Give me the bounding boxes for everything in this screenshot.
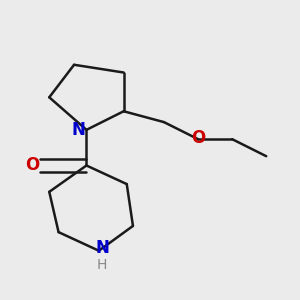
Text: N: N [95,238,109,256]
Text: N: N [72,121,86,139]
Text: O: O [25,157,39,175]
Text: O: O [191,129,205,147]
Text: H: H [97,258,107,272]
